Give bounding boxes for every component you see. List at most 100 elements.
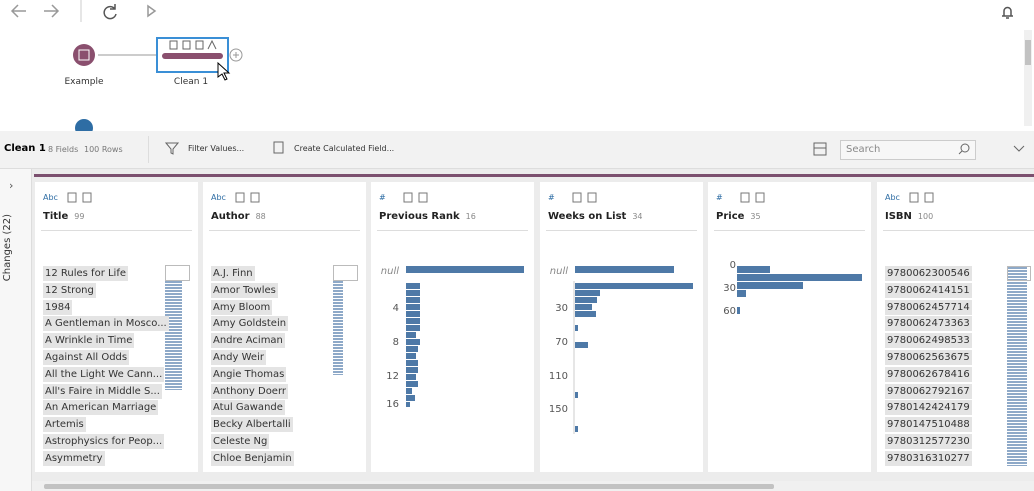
field-value: Artemis: [43, 417, 86, 433]
forward[interactable]: [44, 4, 60, 18]
field-value: 9780062563675: [885, 350, 972, 365]
bin-label: 12: [386, 371, 399, 382]
bin-label: 30: [555, 303, 568, 314]
field-name: Price 35: [716, 211, 761, 222]
field-value: 9780062414151: [885, 282, 972, 298]
distinct-count: 35: [750, 212, 761, 221]
field-value: 9780062300546: [885, 266, 972, 281]
field-type: Abc: [43, 193, 58, 202]
bin-label: 60: [723, 306, 736, 317]
field-value: 9780142424179: [885, 400, 972, 416]
field-value: 9780062678416: [885, 366, 972, 382]
distinct-count: 99: [74, 212, 85, 221]
field-card[interactable]: # Price 35 0 30 60: [708, 182, 871, 472]
field-name: ISBN 100: [885, 211, 934, 222]
field-type: #: [548, 193, 555, 202]
bin-label: 0: [729, 260, 736, 271]
field-type: Abc: [885, 193, 900, 202]
bin-label: 150: [548, 404, 568, 415]
field-value: 12 Rules for Life: [43, 266, 129, 281]
field-value: Angie Thomas: [211, 366, 287, 382]
field-card[interactable]: # Previous Rank 16 null 4 8 12 16: [371, 182, 534, 472]
field-value: Asymmetry: [43, 450, 105, 466]
field-value: 9780147510488: [885, 417, 972, 433]
field-name: Author 88: [211, 211, 266, 222]
field-card[interactable]: # Weeks on List 34 null 30 70 110 150: [540, 182, 703, 472]
step-name: Clean 1: [4, 143, 46, 154]
field-type: #: [379, 193, 386, 202]
bin-label: 110: [548, 371, 568, 382]
field-value: Anthony Doerr: [211, 383, 289, 399]
create-calculated-field[interactable]: Create Calculated Field...: [294, 144, 395, 153]
bin-label: 30: [723, 283, 736, 294]
field-value: 9780062498533: [885, 333, 972, 349]
flow-pane: [10, 0, 1032, 131]
bin-label: 8: [392, 337, 399, 348]
field-value: Andy Weir: [211, 350, 266, 365]
field-value: A Wrinkle in Time: [43, 333, 135, 349]
field-value: Becky Albertalli: [211, 417, 293, 433]
field-value: An American Marriage: [43, 400, 159, 416]
search-box[interactable]: [840, 140, 976, 160]
input-node[interactable]: [73, 44, 95, 66]
field-value: Atul Gawande: [211, 400, 285, 416]
alerts[interactable]: [1002, 6, 1013, 19]
field-value: 9780062457714: [885, 299, 972, 315]
search-placeholder: Search: [846, 144, 881, 155]
field-card[interactable]: Abc ISBN 100 9780062300546 9780062414151 9780…: [877, 182, 1034, 472]
distinct-count: 88: [255, 212, 266, 221]
divider: [377, 230, 528, 231]
field-value: 12 Strong: [43, 282, 96, 298]
back[interactable]: [10, 4, 26, 18]
changes-pane: [0, 169, 32, 491]
field-name: Previous Rank 16: [379, 211, 476, 222]
bin-label: 16: [386, 399, 399, 410]
field-value: 9780316310277: [885, 450, 972, 466]
rows: 100 Rows: [84, 145, 123, 154]
bin-label: null: [549, 266, 568, 277]
field-value: Astrophysics for Peop...: [43, 434, 165, 449]
field-value: A Gentleman in Mosco...: [43, 316, 169, 332]
field-value: All the Light We Cann...: [43, 366, 165, 382]
fields: 8 Fields: [48, 145, 79, 154]
node-label: Example: [64, 77, 104, 87]
field-value: 9780062473363: [885, 316, 972, 332]
add-step[interactable]: [229, 48, 243, 62]
filter-values[interactable]: Filter Values...: [188, 144, 245, 153]
distinct-count: 100: [917, 212, 934, 221]
divider: [546, 230, 697, 231]
field-value: 1984: [43, 299, 73, 315]
field-value: Against All Odds: [43, 350, 130, 365]
bin-label: null: [380, 266, 399, 277]
divider: [41, 230, 192, 231]
divider: [883, 230, 1034, 231]
field-name: Weeks on List 34: [548, 211, 643, 222]
bin-label: 70: [555, 337, 568, 348]
field-value: Amor Towles: [211, 282, 278, 298]
node-label: Clean 1: [173, 77, 209, 87]
field-type: #: [716, 193, 723, 202]
run[interactable]: [147, 4, 157, 18]
divider: [714, 230, 865, 231]
field-card[interactable]: Abc Title 99 12 Rules for Life 12 Strong 1984…: [35, 182, 198, 472]
field-value: 9780062792167: [885, 383, 972, 399]
changes[interactable]: Changes (22): [2, 214, 13, 282]
field-value: 9780312577230: [885, 434, 972, 449]
distinct-count: 16: [465, 212, 476, 221]
field-value: Amy Goldstein: [211, 316, 289, 332]
field-value: A.J. Finn: [211, 266, 255, 281]
distinct-count: 34: [632, 212, 643, 221]
bin-label: 4: [392, 303, 399, 314]
field-type: Abc: [211, 193, 226, 202]
field-value: Celeste Ng: [211, 434, 270, 449]
field-value: Chloe Benjamin: [211, 450, 294, 466]
field-name: Title 99: [43, 211, 85, 222]
refresh[interactable]: [103, 4, 117, 20]
field-card[interactable]: Abc Author 88 A.J. Finn Amor Towles Amy Bloom…: [203, 182, 366, 472]
h-scrollbar[interactable]: [44, 484, 774, 489]
field-value: Amy Bloom: [211, 299, 273, 315]
field-value: All's Faire in Middle S...: [43, 383, 162, 399]
field-value: Andre Aciman: [211, 333, 285, 349]
divider: [209, 230, 360, 231]
